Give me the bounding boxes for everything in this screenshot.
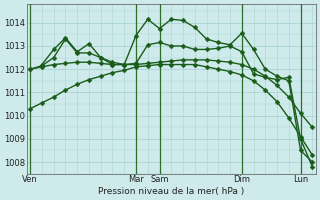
X-axis label: Pression niveau de la mer( hPa ): Pression niveau de la mer( hPa ) xyxy=(98,187,244,196)
